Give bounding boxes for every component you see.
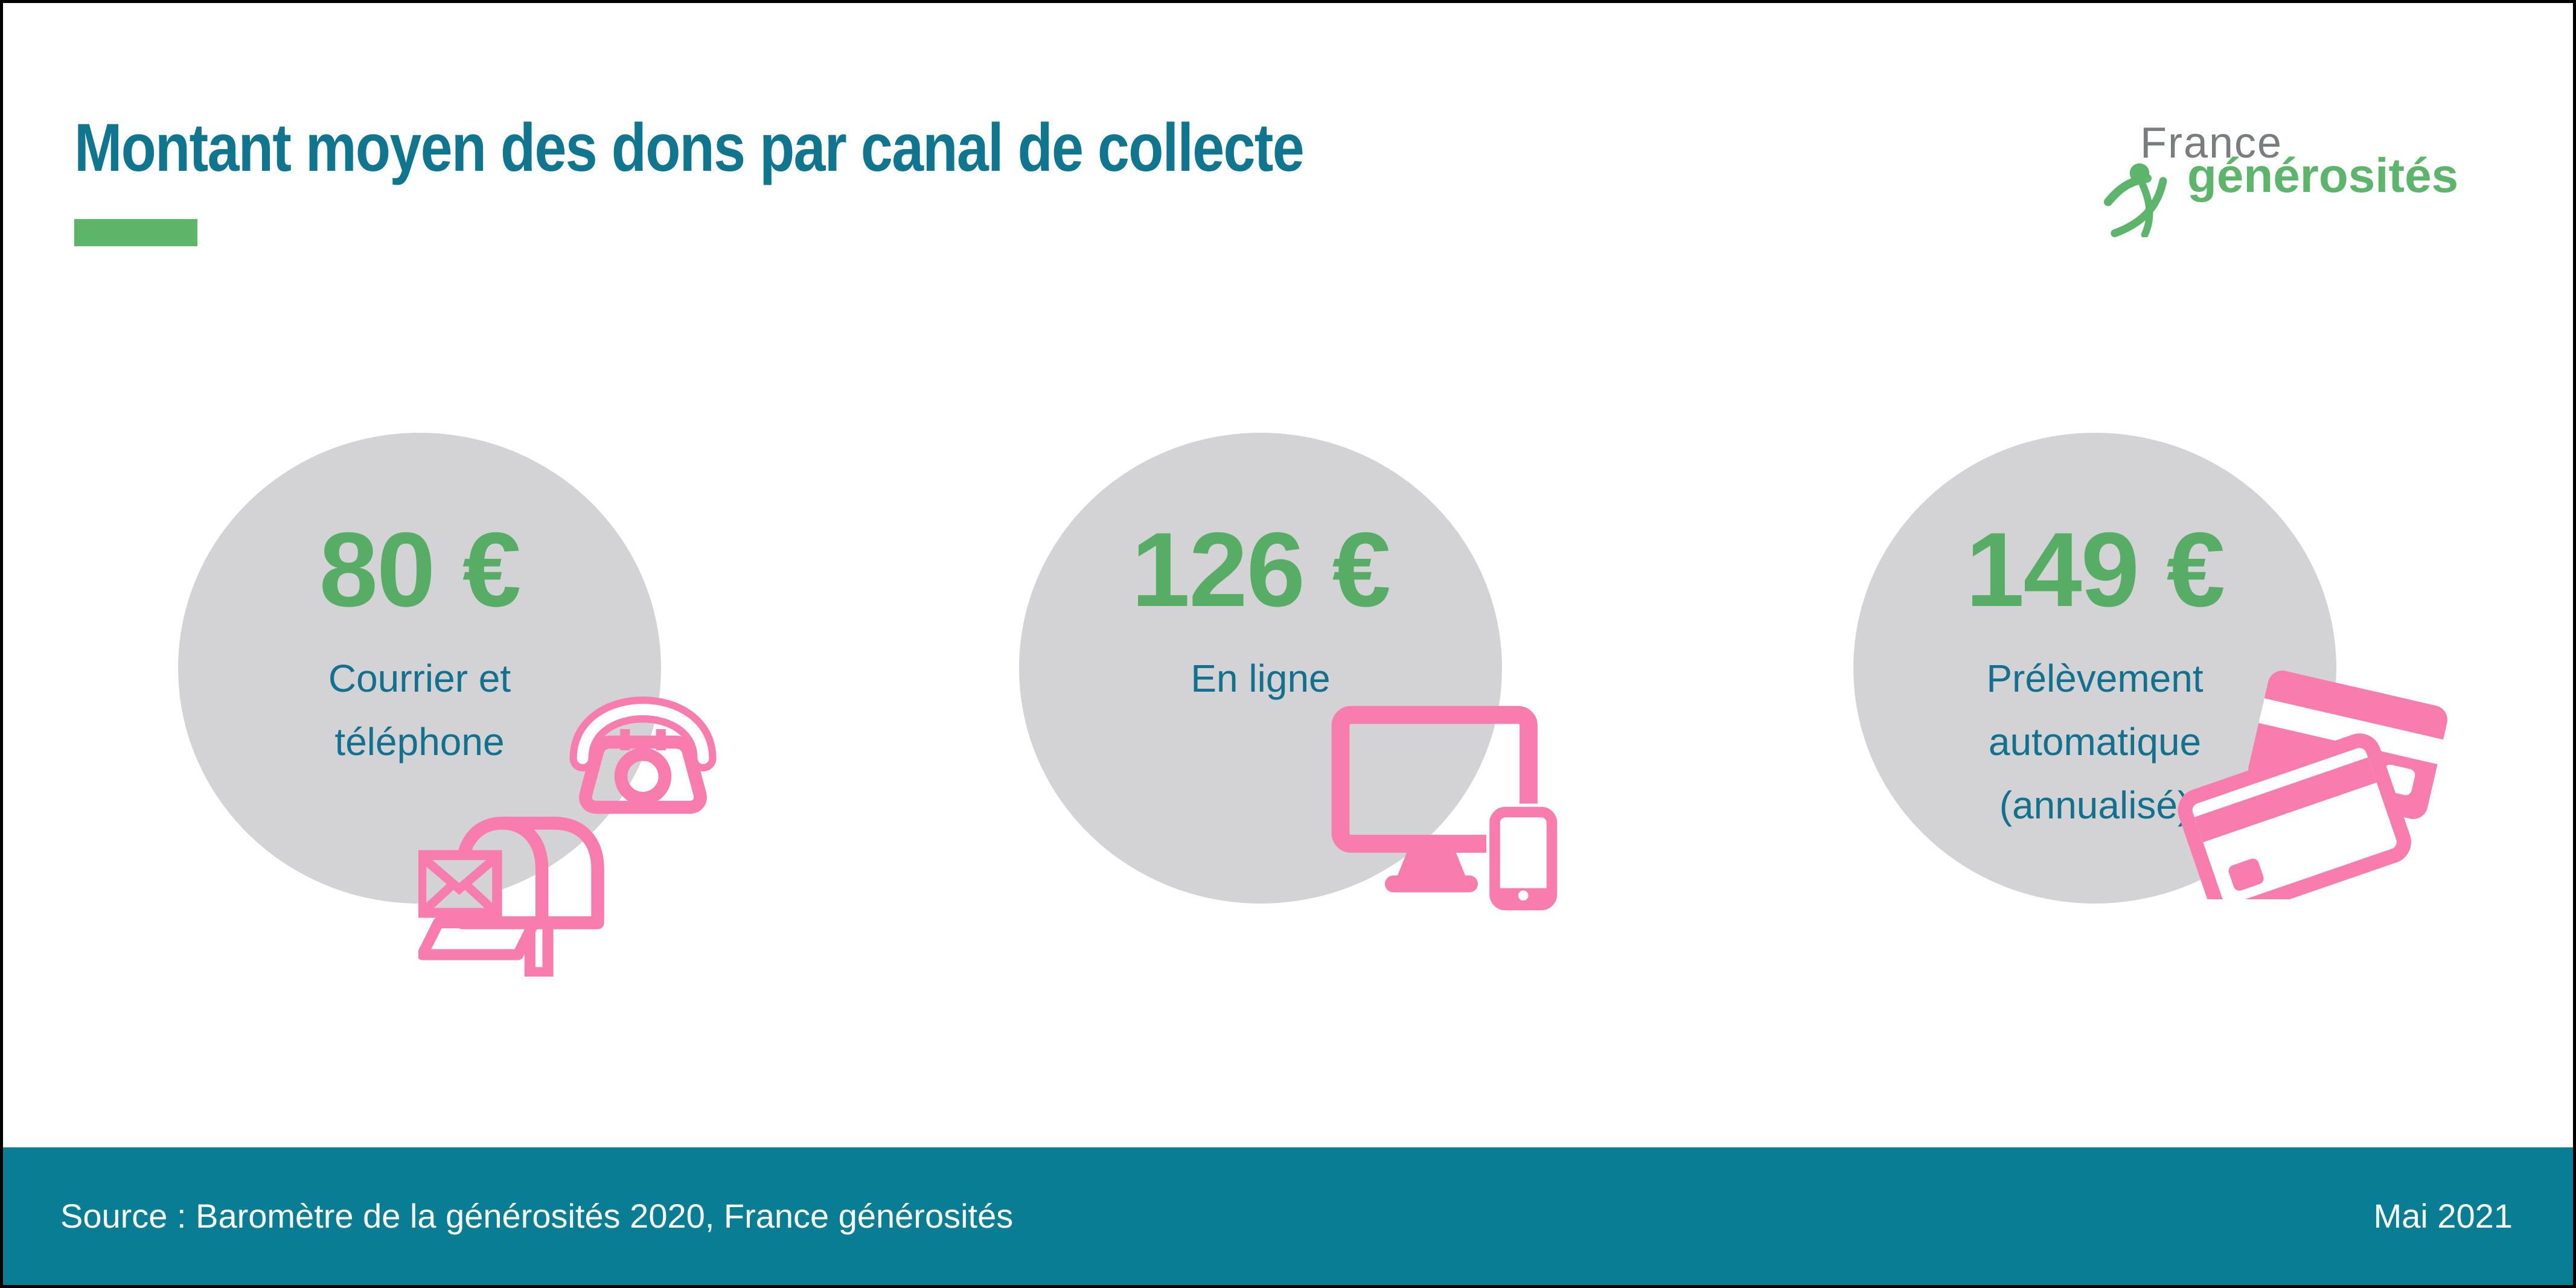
france-generosites-logo: France générosités — [2103, 118, 2501, 263]
channel-label-line: (annualisé) — [1999, 783, 2191, 827]
amount-value: 80 € — [319, 511, 522, 629]
footer-bar: Source : Baromètre de la générosités 202… — [3, 1147, 2573, 1285]
channel-label-line: En ligne — [1191, 657, 1331, 700]
channel-bubble-en-ligne: 126 € En ligne — [1019, 433, 1502, 904]
logo-text-generosites: générosités — [2187, 148, 2459, 202]
amount-value: 149 € — [1966, 511, 2225, 629]
mailbox-envelope-icon — [418, 817, 604, 977]
channel-label: Courrier et téléphone — [178, 647, 661, 774]
computer-smartphone-icon — [1331, 706, 1561, 914]
title-underline-bar — [74, 219, 197, 246]
channel-label-line: téléphone — [334, 720, 505, 764]
channel-bubble-courrier-telephone: 80 € Courrier et téléphone — [178, 433, 661, 904]
channel-label-line: Courrier et — [328, 657, 511, 700]
page-title: Montant moyen des dons par canal de coll… — [74, 110, 1305, 185]
telephone-icon — [569, 697, 717, 814]
logo-text-france: France — [2140, 119, 2283, 167]
channel-label-line: automatique — [1988, 720, 2202, 764]
channel-label: En ligne — [1019, 647, 1502, 710]
dancing-person-icon — [2103, 163, 2167, 237]
amount-value: 126 € — [1131, 511, 1391, 629]
credit-cards-icon — [2178, 671, 2447, 899]
channel-label-line: Prélèvement — [1986, 657, 2204, 700]
channel-label: Prélèvement automatique (annualisé) — [1853, 647, 2336, 837]
date-text: Mai 2021 — [2373, 1197, 2513, 1235]
source-text: Source : Baromètre de la générosités 202… — [60, 1197, 1014, 1235]
